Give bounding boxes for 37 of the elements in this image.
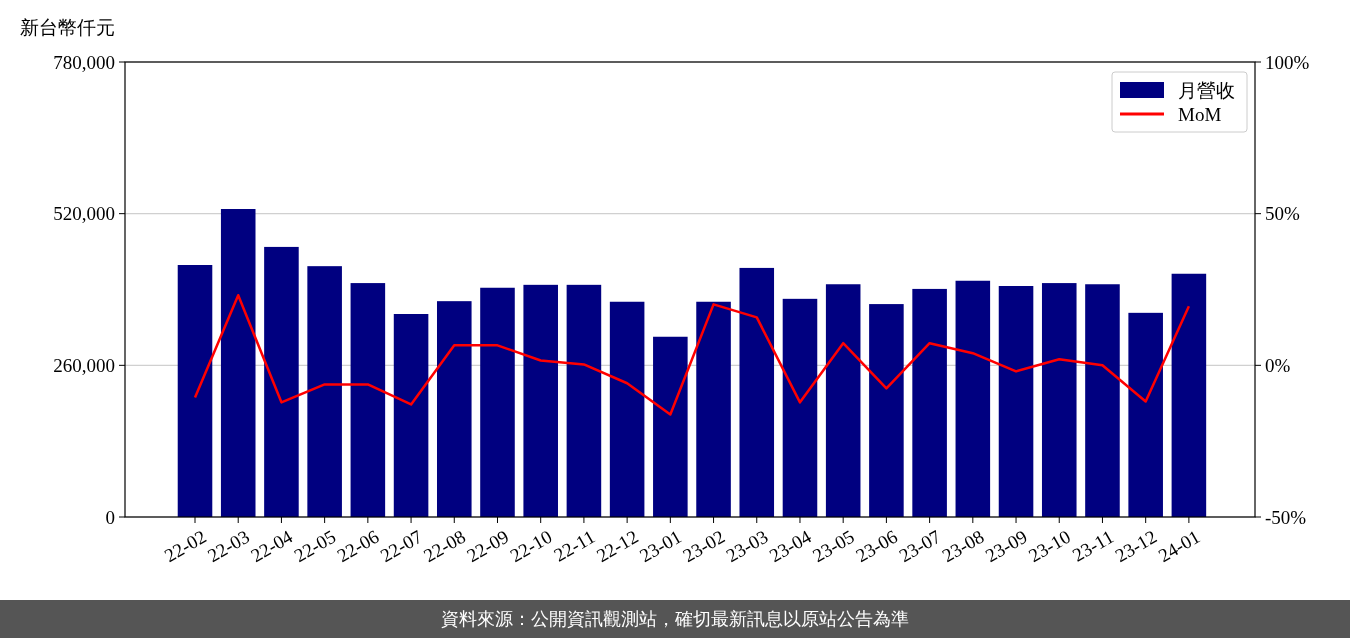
bar xyxy=(1128,312,1163,517)
bar xyxy=(782,298,818,517)
bar xyxy=(912,288,947,517)
y-tick-label: 0 xyxy=(105,506,115,528)
line-series xyxy=(193,294,1191,416)
y2-tick-label: -50% xyxy=(1265,506,1307,528)
bar xyxy=(955,280,991,517)
bar xyxy=(350,283,386,517)
bar xyxy=(998,286,1034,517)
bar xyxy=(609,301,645,517)
bar xyxy=(1085,284,1120,517)
bar xyxy=(220,209,256,517)
bar xyxy=(653,336,688,517)
y-tick-label: 520,000 xyxy=(53,203,115,225)
bar xyxy=(1171,273,1207,517)
bar xyxy=(177,265,213,517)
bar xyxy=(566,284,602,517)
y-tick-label: 260,000 xyxy=(53,354,115,376)
y2-tick-label: 100% xyxy=(1265,51,1310,73)
y2-tick-label: 0% xyxy=(1265,354,1291,376)
y-axis-title: 新台幣仟元 xyxy=(20,17,115,38)
bar xyxy=(696,301,731,517)
y2-tick-label: 50% xyxy=(1265,203,1300,225)
bar xyxy=(869,304,904,517)
bar xyxy=(1041,283,1077,517)
bar xyxy=(393,314,429,517)
bar xyxy=(436,301,472,517)
bar xyxy=(825,284,861,517)
source-note: 資料來源：公開資訊觀測站，確切最新訊息以原站公告為準 xyxy=(441,608,909,630)
bar xyxy=(523,284,558,517)
legend-label: MoM xyxy=(1178,103,1222,125)
bar xyxy=(264,246,299,517)
bar xyxy=(480,287,515,517)
bar xyxy=(307,266,342,517)
legend-label: 月營收 xyxy=(1178,79,1235,101)
bar xyxy=(739,267,775,517)
y-tick-label: 780,000 xyxy=(53,51,115,73)
